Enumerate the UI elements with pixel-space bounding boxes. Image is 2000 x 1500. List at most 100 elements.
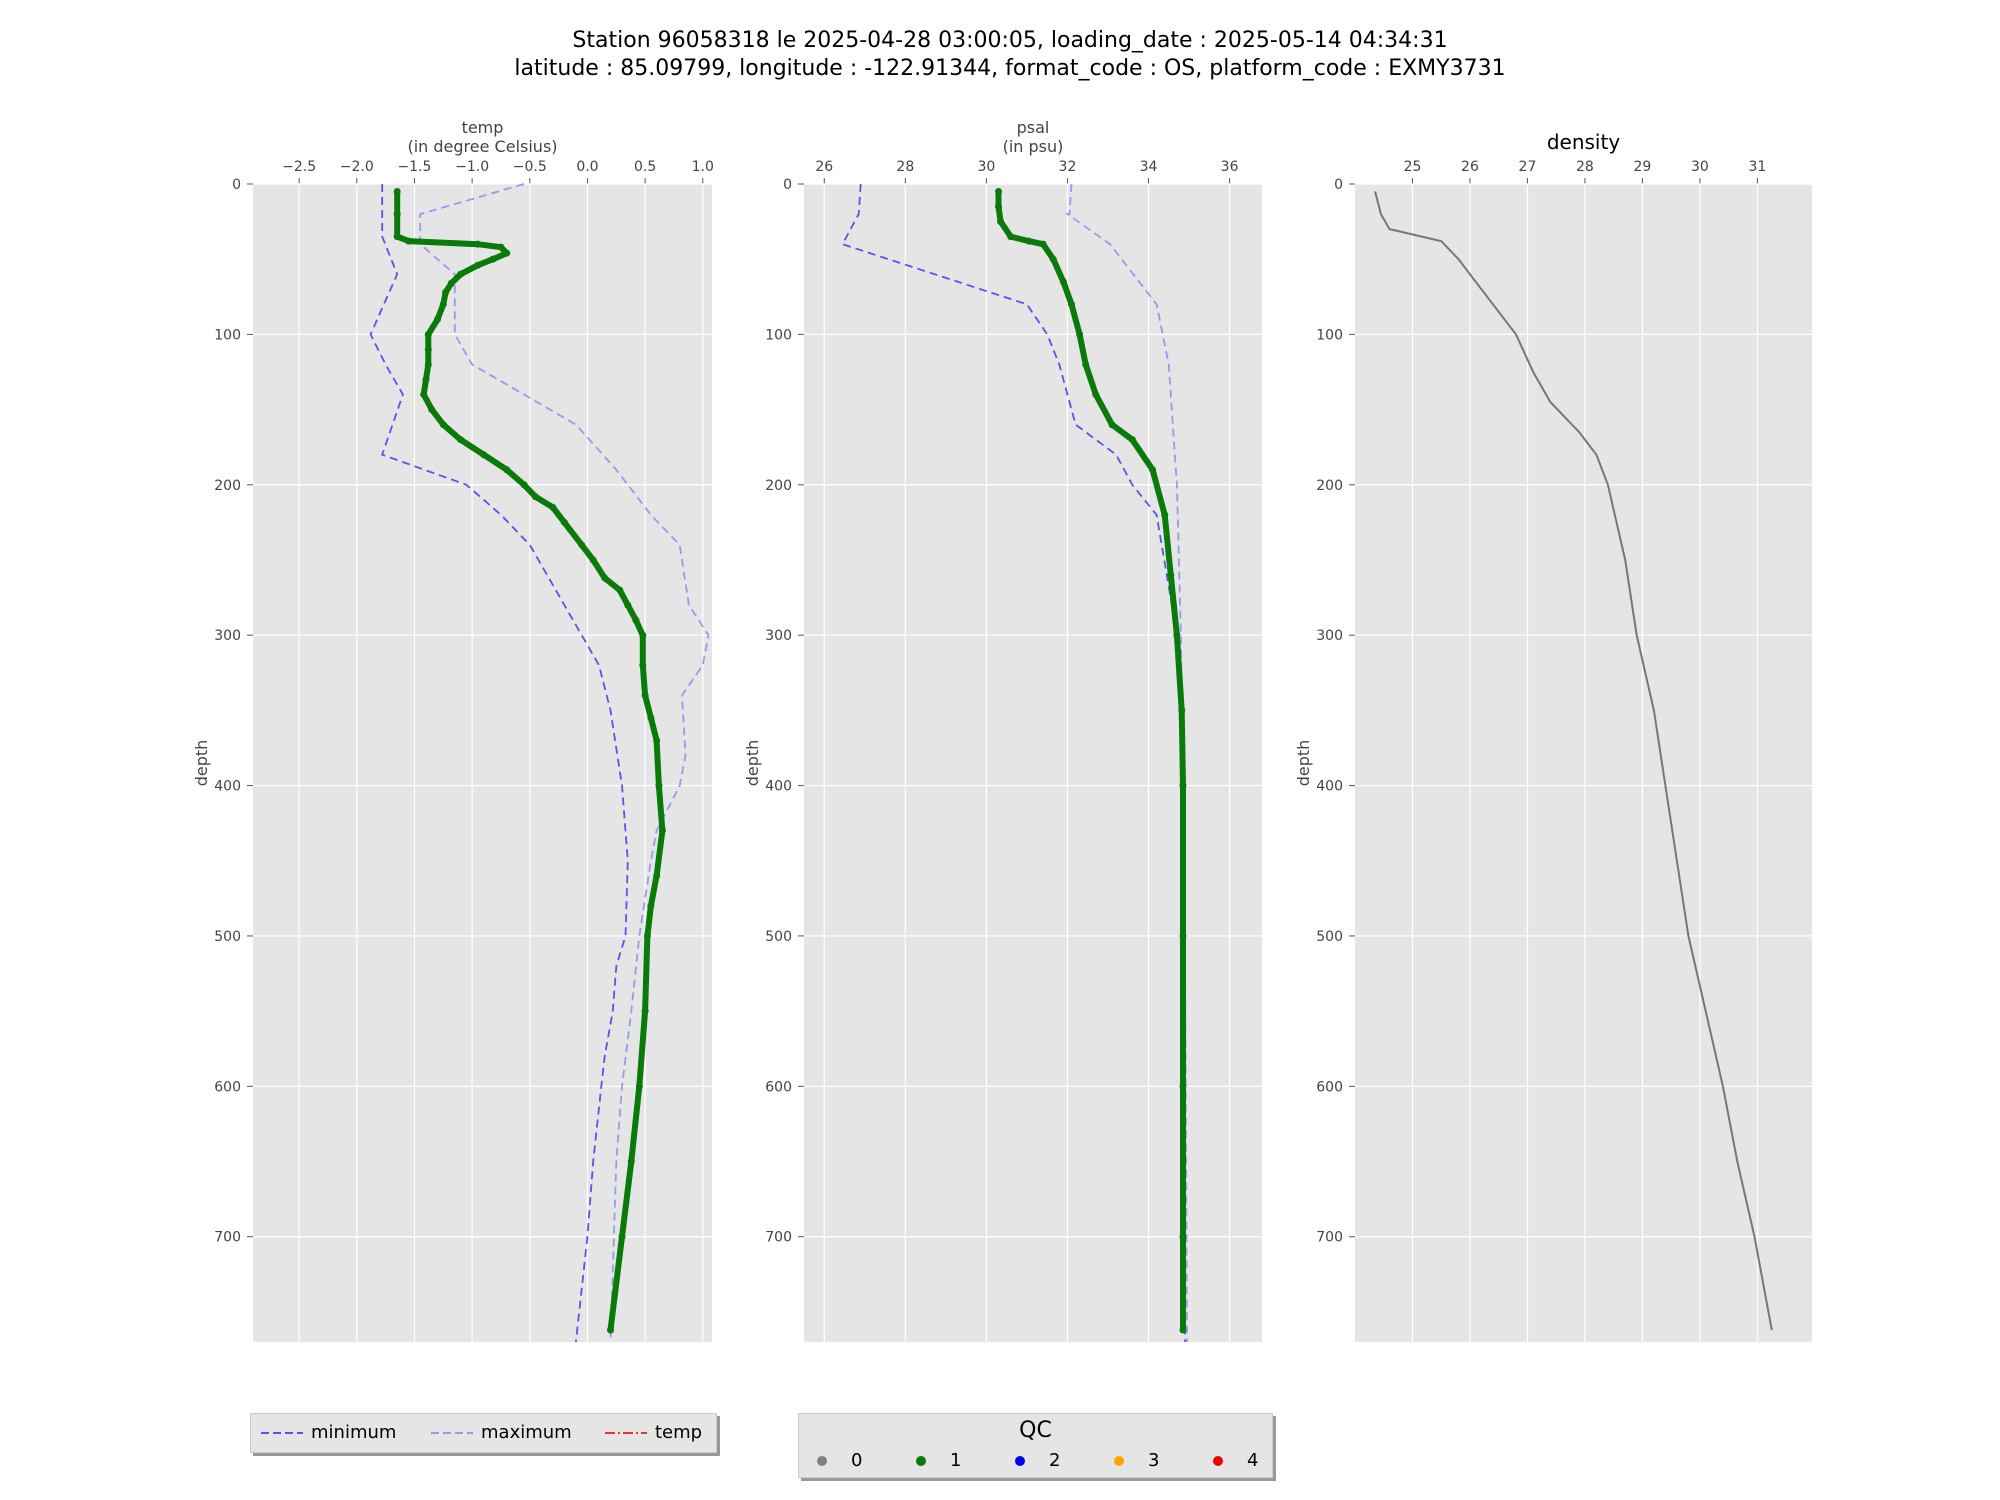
density-title: density — [1547, 130, 1620, 154]
temp-qc1-point — [439, 300, 447, 308]
temp-qc1-point — [578, 541, 586, 549]
temp-xtick-label: 1.0 — [692, 159, 714, 175]
temp-qc1-point — [393, 188, 401, 196]
temp-qc1-point — [658, 827, 666, 835]
psal-qc1-point — [1068, 300, 1076, 308]
density-xtick-label: 31 — [1748, 159, 1766, 175]
minimum-legend-label: minimum — [311, 1422, 397, 1443]
temp-qc1-point — [647, 902, 655, 910]
temp-title-line2: (in degree Celsius) — [407, 137, 557, 156]
psal-ytick-label: 600 — [765, 1079, 792, 1095]
temp-qc1-point — [428, 406, 436, 414]
density-ytick-label: 100 — [1316, 327, 1343, 343]
minimum-legend-swatch — [261, 1431, 303, 1434]
psal-qc1-point — [1007, 233, 1015, 241]
temp-maximum-line — [419, 183, 710, 1343]
density-xtick-label: 26 — [1461, 159, 1479, 175]
psal-qc1-point — [1025, 237, 1033, 245]
temp-ytick-label: 400 — [214, 779, 241, 795]
psal-ytick-label: 500 — [765, 929, 792, 945]
temp-qc1-point — [457, 436, 465, 444]
temp-qc1-point — [424, 360, 432, 368]
temp-qc1-point — [653, 736, 661, 744]
psal-qc1-point — [1108, 421, 1116, 429]
temp-ytick-label: 300 — [214, 628, 241, 644]
psal-qc1-point — [1076, 330, 1084, 338]
temp-qc1-point — [393, 233, 401, 241]
temp-qc1-point — [503, 249, 511, 257]
maximum-legend-label: maximum — [481, 1422, 572, 1443]
temp-qc1-point — [635, 1082, 643, 1090]
psal-qc1-point — [1179, 1233, 1187, 1241]
temp-qc1-point — [560, 518, 568, 526]
qc-1-label: 1 — [950, 1450, 962, 1471]
qc-0-label: 0 — [851, 1450, 863, 1471]
temp-qc1-point — [632, 616, 640, 624]
psal-ytick-label: 0 — [783, 177, 792, 193]
density-xtick-label: 30 — [1691, 159, 1709, 175]
psal-qc1-point — [1167, 571, 1175, 579]
temp-ytick-label: 100 — [214, 327, 241, 343]
psal-qc1-point — [1128, 436, 1136, 444]
temp-qc1-point — [489, 255, 497, 263]
temp-qc1-point — [589, 556, 597, 564]
density-plot-area — [1355, 184, 1812, 1342]
psal-qc1-point — [1161, 511, 1169, 519]
temp-qc1-point — [655, 782, 663, 790]
psal-ytick-label: 200 — [765, 478, 792, 494]
temp-qc1-point — [607, 1326, 615, 1334]
density-xtick-label: 25 — [1404, 159, 1422, 175]
psal-qc1-point — [1149, 466, 1157, 474]
qc-0-marker — [817, 1455, 827, 1466]
temp-ytick-label: 700 — [214, 1230, 241, 1246]
density-ytick-label: 400 — [1316, 779, 1343, 795]
psal-qc1-point — [1039, 240, 1047, 248]
psal-qc1-point — [1049, 255, 1057, 263]
density-ytick-label: 200 — [1316, 478, 1343, 494]
temp-qc1-point — [627, 1158, 635, 1166]
qc-3-label: 3 — [1148, 1450, 1160, 1471]
psal-qc1-point — [1179, 1326, 1187, 1334]
psal-ylabel: depth — [743, 740, 762, 787]
temp-xtick-label: −0.5 — [513, 159, 547, 175]
temp-qc1-point — [424, 345, 432, 353]
density-xtick-label: 29 — [1634, 159, 1652, 175]
temp-qc1-point — [457, 270, 465, 278]
density-ytick-label: 300 — [1316, 628, 1343, 644]
temp-qc1-point — [639, 631, 647, 639]
temp-xtick-label: −2.0 — [340, 159, 374, 175]
temp-qc1-point — [480, 451, 488, 459]
temp-qc1-point — [549, 503, 557, 511]
temp-qc1-point — [624, 601, 632, 609]
temp-qc1-point — [422, 376, 430, 384]
qc-legend: QC 0 1 2 3 4 — [798, 1413, 1273, 1478]
temp-qc1-point — [474, 240, 482, 248]
temp-xtick-label: −1.5 — [397, 159, 431, 175]
figure-title-line1: Station 96058318 le 2025-04-28 03:00:05,… — [572, 28, 1447, 53]
psal-qc1-point — [997, 218, 1005, 226]
temp-ylabel: depth — [192, 740, 211, 787]
density-ytick-label: 700 — [1316, 1230, 1343, 1246]
density-ytick-label: 0 — [1334, 177, 1343, 193]
psal-plot-area — [804, 184, 1262, 1342]
psal-qc1-point — [995, 188, 1003, 196]
temp-qc1-point — [393, 210, 401, 218]
temp-qc1-point — [497, 243, 505, 251]
qc-1-marker — [916, 1455, 926, 1466]
temp-qc1-point — [405, 237, 413, 245]
temp-xtick-label: 0.0 — [576, 159, 598, 175]
temp-qc1-point — [503, 466, 511, 474]
qc-3-marker — [1114, 1455, 1124, 1466]
temp-xtick-label: 0.5 — [634, 159, 656, 175]
psal-xtick-label: 34 — [1140, 159, 1158, 175]
psal-xtick-label: 28 — [896, 159, 914, 175]
temp-qc1-point — [434, 315, 442, 323]
psal-xtick-label: 32 — [1059, 159, 1077, 175]
psal-qc1-point — [1179, 782, 1187, 790]
psal-qc1-point — [1082, 360, 1090, 368]
psal-qc1-point — [1092, 391, 1100, 399]
psal-title-line2: (in psu) — [1003, 137, 1064, 156]
temp-qc1-point — [639, 661, 647, 669]
psal-qc1-point — [1173, 631, 1181, 639]
